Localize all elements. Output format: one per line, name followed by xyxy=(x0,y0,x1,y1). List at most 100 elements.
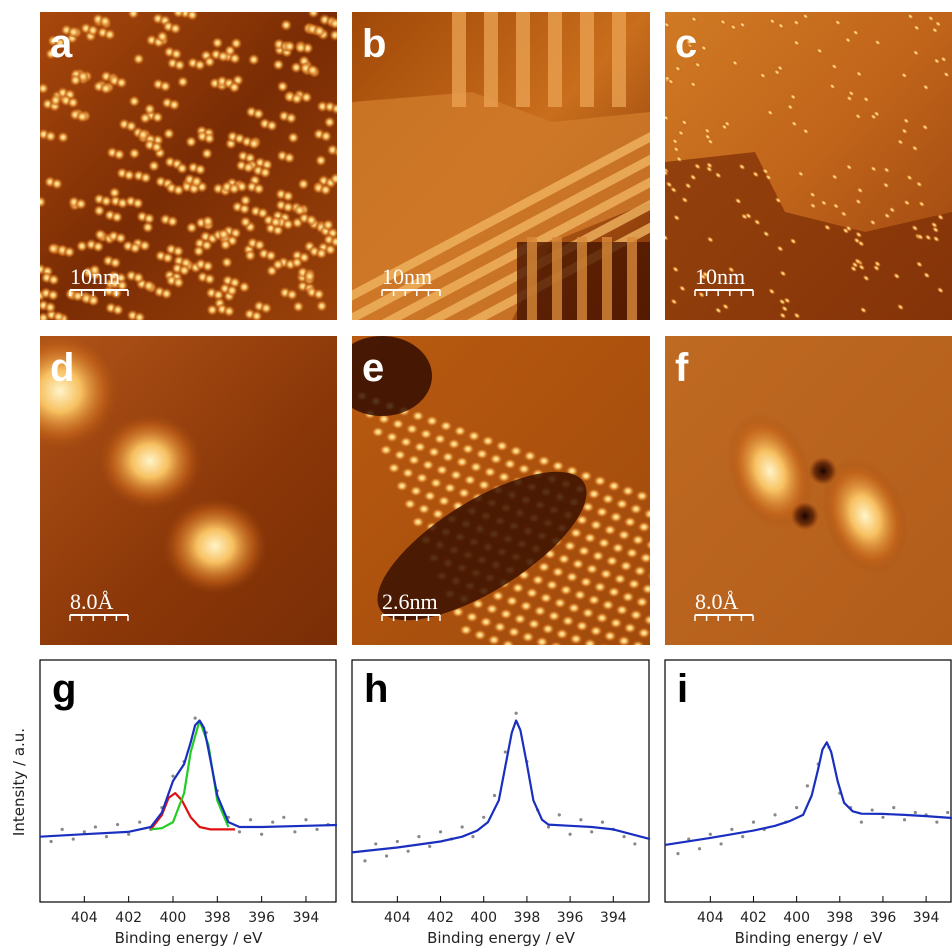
data-point xyxy=(439,830,442,833)
feature xyxy=(228,81,240,93)
feature xyxy=(573,589,587,601)
feature xyxy=(605,555,619,567)
feature xyxy=(473,629,487,641)
data-point xyxy=(171,775,174,778)
feature xyxy=(661,681,675,693)
data-point xyxy=(935,821,938,824)
data-point xyxy=(709,833,712,836)
data-point xyxy=(407,850,410,853)
feature xyxy=(221,256,233,268)
feature xyxy=(519,600,533,612)
feature xyxy=(443,482,457,494)
feature xyxy=(94,229,106,241)
data-point xyxy=(116,823,119,826)
feature xyxy=(277,81,289,93)
feature xyxy=(521,631,535,643)
feature xyxy=(523,450,537,462)
feature xyxy=(541,623,555,635)
feature xyxy=(605,661,619,673)
feature xyxy=(331,103,343,115)
panel-letter: e xyxy=(362,346,384,390)
feature xyxy=(809,457,837,485)
feature xyxy=(499,608,513,620)
feature xyxy=(551,566,565,578)
feature xyxy=(99,15,111,27)
feature xyxy=(305,214,317,226)
feature xyxy=(511,582,525,594)
x-tick-label: 400 xyxy=(783,910,810,926)
feature xyxy=(76,111,88,123)
feature xyxy=(715,670,729,682)
feature xyxy=(621,485,635,497)
feature xyxy=(45,130,57,142)
data-point xyxy=(730,828,733,831)
feature xyxy=(595,506,609,518)
feature xyxy=(613,679,627,691)
feature xyxy=(483,466,497,478)
feature xyxy=(529,649,543,661)
feature xyxy=(599,674,613,686)
data-point xyxy=(860,821,863,824)
feature xyxy=(437,495,451,507)
feature xyxy=(34,196,46,208)
feature xyxy=(633,565,647,577)
panel-letter: i xyxy=(677,667,688,711)
feature xyxy=(401,467,415,479)
feature xyxy=(295,42,307,54)
data-point xyxy=(61,828,64,831)
data-point xyxy=(396,840,399,843)
feature xyxy=(134,312,146,324)
feature xyxy=(455,456,469,468)
feature xyxy=(286,289,298,301)
feature xyxy=(547,610,561,622)
feature xyxy=(425,415,439,427)
feature xyxy=(176,162,188,174)
feature xyxy=(601,493,615,505)
data-point xyxy=(194,716,197,719)
feature xyxy=(557,659,571,671)
feature xyxy=(330,173,342,185)
feature xyxy=(202,215,214,227)
feature xyxy=(407,454,421,466)
feature xyxy=(703,696,717,708)
feature xyxy=(479,616,493,628)
feature xyxy=(133,53,145,65)
feature xyxy=(621,591,635,603)
feature xyxy=(291,93,303,105)
feature xyxy=(201,148,213,160)
feature xyxy=(132,197,144,209)
feature xyxy=(44,301,56,313)
data-point xyxy=(363,859,366,862)
feature xyxy=(219,239,231,251)
x-tick-label: 396 xyxy=(248,910,275,926)
data-point xyxy=(720,842,723,845)
feature xyxy=(617,529,631,541)
feature xyxy=(625,653,639,665)
feature xyxy=(725,719,739,731)
scale-label: 10nm xyxy=(70,264,120,289)
feature xyxy=(545,579,559,591)
feature xyxy=(477,479,491,491)
feature xyxy=(583,638,597,650)
feature xyxy=(173,184,185,196)
feature xyxy=(441,451,455,463)
feature xyxy=(631,534,645,546)
panel-letter: c xyxy=(675,22,697,66)
feature xyxy=(132,272,144,284)
feature xyxy=(393,449,407,461)
feature xyxy=(623,622,637,634)
feature xyxy=(459,624,473,636)
x-tick-label: 398 xyxy=(826,910,853,926)
feature xyxy=(204,273,216,285)
feature xyxy=(635,490,649,502)
feature xyxy=(637,521,651,533)
feature xyxy=(527,618,541,630)
feature xyxy=(283,152,295,164)
row xyxy=(580,12,594,107)
feature xyxy=(177,76,189,88)
feature xyxy=(421,459,435,471)
feature xyxy=(627,578,641,590)
feature xyxy=(334,146,346,158)
x-tick-label: 400 xyxy=(160,910,187,926)
feature xyxy=(223,305,235,317)
